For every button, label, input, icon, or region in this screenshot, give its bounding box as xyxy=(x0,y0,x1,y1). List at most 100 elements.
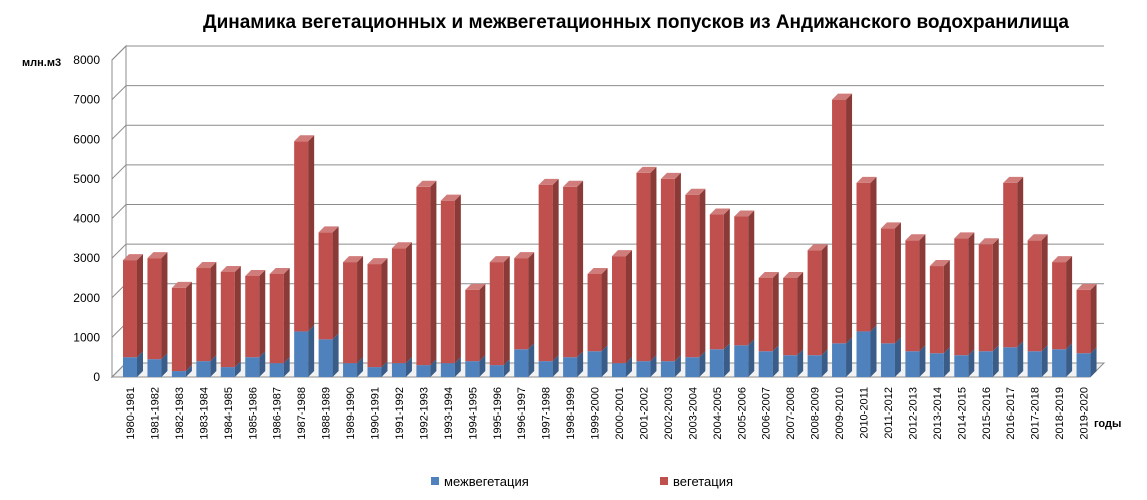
bar-top xyxy=(294,135,315,142)
bar-межвегетация-side xyxy=(161,353,168,377)
bar-межвегетация-front xyxy=(612,363,626,377)
bar-межвегетация xyxy=(832,337,853,377)
bar-вегетация-side xyxy=(430,180,437,366)
x-tick-label: 2009-2010 xyxy=(834,387,846,440)
x-tick-label: 1983-1984 xyxy=(198,387,210,440)
bar-top xyxy=(343,256,364,263)
bar-межвегетация-front xyxy=(318,339,333,377)
bar-вегетация-side xyxy=(723,208,730,350)
y-tick-label: 0 xyxy=(93,370,100,384)
bar-вегетация-front xyxy=(709,214,724,350)
bar-вегетация-side xyxy=(650,166,657,362)
y-tick-label: 1000 xyxy=(73,330,100,344)
bar-межвегетация-front xyxy=(563,357,578,377)
bar-вегетация-side xyxy=(381,258,388,368)
bar-вегетация-front xyxy=(123,260,137,358)
bar-вегетация xyxy=(514,252,535,350)
bar-межвегетация-front xyxy=(245,357,260,377)
bar-вегетация-front xyxy=(294,141,309,332)
bar-top xyxy=(612,250,632,257)
bar-top xyxy=(880,222,901,229)
bar-вегетация-front xyxy=(905,240,920,352)
bar-вегетация xyxy=(367,258,388,368)
bar-вегетация-side xyxy=(968,232,975,356)
bar-top xyxy=(318,226,339,233)
bar-межвегетация-side xyxy=(992,345,999,377)
bar-вегетация-front xyxy=(734,216,749,346)
bar-межвегетация xyxy=(929,347,950,377)
bar-межвегетация-side xyxy=(723,343,730,377)
bar-межвегетация-side xyxy=(552,355,559,377)
legend: межвегетация вегетация xyxy=(431,474,733,489)
bar-вегетация-side xyxy=(503,256,510,366)
bar-межвегетация-front xyxy=(391,363,406,377)
x-tick-label: 2002-2003 xyxy=(663,387,675,440)
bar-вегетация-side xyxy=(479,283,486,362)
bar-вегетация xyxy=(612,250,632,364)
bar-межвегетация-front xyxy=(660,361,675,377)
bar-межвегетация-front xyxy=(147,359,162,377)
bar-вегетация-side xyxy=(1017,176,1024,348)
bar-top xyxy=(563,180,584,187)
bar-вегетация-front xyxy=(612,256,626,364)
bar-межвегетация-front xyxy=(1076,353,1091,377)
bar-вегетация-side xyxy=(797,271,804,356)
bar-top xyxy=(709,208,730,215)
bars-layer xyxy=(123,93,1097,377)
bar-вегетация xyxy=(1052,256,1073,350)
bar-вегетация xyxy=(954,232,975,356)
bar-межвегетация-front xyxy=(343,363,358,377)
bar-вегетация-side xyxy=(577,180,584,358)
bar-межвегетация-front xyxy=(929,353,944,377)
bar-межвегетация-side xyxy=(894,337,901,377)
x-axis-ticks: 1980-1981 1981-1982 1982-1983 1983-1984 1984… xyxy=(125,387,1091,440)
bar-вегетация-front xyxy=(758,277,773,352)
bar-межвегетация xyxy=(905,345,926,377)
bar-top xyxy=(807,244,828,251)
bar-вегетация-front xyxy=(880,228,895,344)
bar-вегетация-front xyxy=(587,273,602,352)
bar-межвегетация xyxy=(807,349,828,377)
chart-title: Динамика вегетационных и межвегетационны… xyxy=(203,12,1069,33)
bar-вегетация xyxy=(343,256,364,364)
x-tick-label: 2019-2020 xyxy=(1079,387,1091,440)
x-tick-label: 2013-2014 xyxy=(932,387,944,440)
bar-межвегетация-side xyxy=(210,355,217,377)
bar-вегетация xyxy=(147,252,168,360)
x-tick-label: 1989-1990 xyxy=(345,387,357,440)
bar-вегетация-front xyxy=(245,275,260,358)
x-tick-label: 2012-2013 xyxy=(907,387,919,440)
bar-вегетация-front xyxy=(929,266,944,354)
bar-вегетация xyxy=(758,271,779,352)
bar-межвегетация-front xyxy=(489,365,504,377)
bar-вегетация xyxy=(465,283,486,362)
bar-вегетация-side xyxy=(772,271,779,352)
bar-межвегетация xyxy=(489,359,510,377)
x-tick-label: 1991-1992 xyxy=(394,387,406,440)
bar-вегетация-front xyxy=(196,268,211,362)
bar-вегетация xyxy=(123,254,143,358)
bar-межвегетация xyxy=(1027,345,1048,377)
bar-вегетация xyxy=(391,242,412,364)
bar-вегетация xyxy=(856,176,877,332)
bar-межвегетация xyxy=(391,357,412,377)
x-tick-label: 2008-2009 xyxy=(810,387,822,440)
x-tick-label: 1998-1999 xyxy=(565,387,577,440)
bar-межвегетация xyxy=(783,349,804,377)
x-tick-label: 2018-2019 xyxy=(1054,387,1066,440)
x-tick-label: 1993-1994 xyxy=(443,387,455,440)
legend-swatch-vegetatsiya xyxy=(660,477,668,485)
bar-вегетация-front xyxy=(1003,182,1018,348)
bar-вегетация-side xyxy=(626,250,632,364)
x-tick-label: 2005-2006 xyxy=(736,387,748,440)
bar-вегетация xyxy=(245,269,266,358)
bar-межвегетация xyxy=(1052,343,1073,377)
bar-вегетация-front xyxy=(367,264,382,368)
x-tick-label: 1986-1987 xyxy=(272,387,284,440)
gridline-side xyxy=(111,45,127,61)
bar-межвегетация-side xyxy=(748,339,755,377)
bar-вегетация-side xyxy=(894,222,901,344)
bar-межвегетация-front xyxy=(1027,351,1042,377)
bar-межвегетация xyxy=(1076,347,1097,377)
